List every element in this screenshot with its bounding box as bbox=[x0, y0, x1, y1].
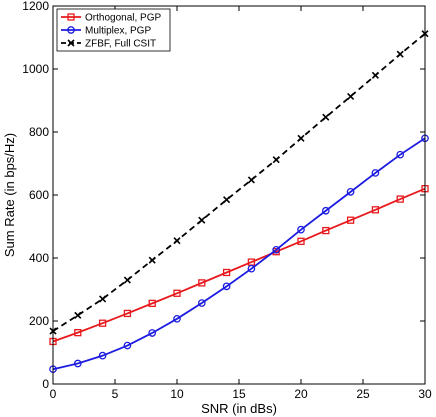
data-point bbox=[99, 295, 107, 303]
series-layer bbox=[49, 30, 429, 374]
y-tick-label: 400 bbox=[29, 251, 49, 265]
data-point bbox=[321, 206, 330, 215]
y-axis-label: Sum Rate (in bps/Hz) bbox=[2, 133, 17, 257]
data-point bbox=[223, 196, 231, 204]
series-line bbox=[52, 187, 426, 343]
data-point bbox=[272, 156, 280, 164]
data-point bbox=[371, 71, 379, 79]
x-tick-label: 10 bbox=[170, 387, 184, 401]
data-point bbox=[123, 341, 132, 350]
legend-swatch-marker bbox=[67, 26, 75, 34]
legend-items: Orthogonal, PGP Multiplex, PGP ZFBF, Full … bbox=[61, 13, 161, 50]
data-point bbox=[173, 314, 181, 323]
data-point bbox=[148, 329, 157, 337]
legend-entry: Orthogonal, PGP bbox=[61, 13, 161, 24]
legend-swatch-marker bbox=[67, 39, 75, 47]
data-point bbox=[148, 299, 156, 308]
data-point bbox=[396, 50, 404, 58]
data-point bbox=[346, 216, 355, 224]
x-tick-label: 25 bbox=[356, 387, 370, 401]
legend-entry: ZFBF, Full CSIT bbox=[61, 39, 156, 50]
data-point bbox=[297, 225, 305, 234]
data-point bbox=[247, 264, 256, 273]
legend-label: Orthogonal, PGP bbox=[85, 13, 161, 24]
data-point bbox=[73, 359, 82, 368]
data-point bbox=[173, 237, 181, 245]
data-point bbox=[197, 299, 206, 307]
data-point bbox=[272, 245, 281, 254]
data-point bbox=[347, 92, 355, 100]
data-point bbox=[123, 309, 132, 318]
x-tick-label: 15 bbox=[232, 387, 246, 401]
data-point bbox=[297, 134, 305, 142]
data-point bbox=[247, 176, 255, 184]
data-point bbox=[297, 237, 305, 245]
data-point bbox=[396, 195, 404, 203]
legend-swatch-marker bbox=[67, 13, 75, 21]
series-line bbox=[52, 137, 426, 371]
x-axis-label: SNR (in dBs) bbox=[201, 401, 277, 416]
data-point bbox=[371, 169, 380, 177]
data-point bbox=[222, 268, 231, 277]
x-tick-label: 20 bbox=[294, 387, 308, 401]
x-tick-label: 30 bbox=[418, 387, 432, 401]
data-point bbox=[346, 188, 355, 196]
legend-label: ZFBF, Full CSIT bbox=[85, 39, 156, 50]
legend: Orthogonal, PGP Multiplex, PGP ZFBF, Full … bbox=[56, 8, 171, 52]
data-point bbox=[222, 282, 231, 291]
data-point bbox=[396, 150, 405, 159]
legend-entry: Multiplex, PGP bbox=[61, 26, 151, 37]
legend-label: Multiplex, PGP bbox=[85, 26, 151, 37]
y-tick-label: 800 bbox=[29, 125, 49, 139]
series-2 bbox=[49, 30, 429, 335]
data-point bbox=[173, 289, 181, 297]
plot-frame bbox=[52, 5, 426, 385]
data-point bbox=[371, 206, 380, 214]
data-point bbox=[123, 276, 131, 284]
data-point bbox=[148, 256, 156, 264]
x-tick-label: 0 bbox=[50, 387, 57, 401]
plot-area bbox=[53, 6, 425, 384]
data-point bbox=[322, 226, 330, 235]
data-point bbox=[74, 311, 82, 319]
x-tick-label: 5 bbox=[112, 387, 119, 401]
data-point bbox=[322, 113, 330, 121]
data-point bbox=[198, 279, 206, 287]
data-point bbox=[98, 351, 107, 360]
data-point bbox=[98, 319, 107, 327]
y-tick-label: 200 bbox=[29, 314, 49, 328]
series-line bbox=[52, 33, 426, 332]
y-tick-label: 1000 bbox=[22, 62, 49, 76]
data-point bbox=[198, 216, 206, 224]
y-tick-label: 1200 bbox=[22, 0, 49, 13]
y-tick-label: 600 bbox=[29, 188, 49, 202]
data-point bbox=[74, 329, 82, 337]
y-tick-label: 0 bbox=[42, 377, 49, 391]
